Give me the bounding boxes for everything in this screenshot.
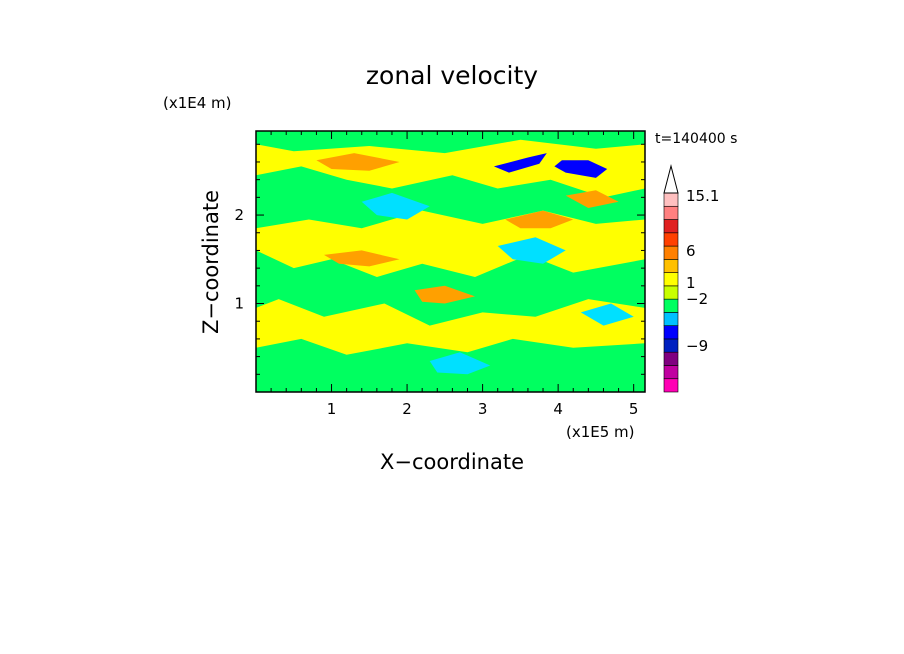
x-tick-label: 3 — [478, 400, 488, 418]
contour-layer — [256, 131, 645, 392]
colorbar-segment — [663, 192, 679, 207]
colorbar-labels: 15.1 6 1−2 −9 — [686, 187, 719, 355]
colorbar-segment — [663, 378, 679, 393]
x-tick-label: 5 — [629, 400, 639, 418]
contour-region-cyan — [580, 303, 634, 326]
y-unit-label: (x1E4 m) — [163, 94, 232, 112]
contour-region-blue — [554, 160, 608, 178]
x-axis-label: X−coordinate — [380, 450, 524, 474]
chart-title: zonal velocity — [366, 61, 538, 90]
plot-area — [255, 130, 646, 393]
contour-region-green — [256, 131, 645, 154]
colorbar-label: −2 — [686, 290, 708, 308]
colorbar-label: 6 — [686, 242, 696, 260]
contour-region-orange — [565, 190, 619, 208]
colorbar-segment — [663, 325, 679, 340]
y-tick-label: 2 — [234, 206, 244, 224]
colorbar-segment — [663, 232, 679, 247]
colorbar-segment — [663, 312, 679, 326]
y-tick-labels: 12 — [234, 206, 244, 312]
colorbar-segment — [663, 259, 679, 273]
contour-region-orange — [414, 285, 475, 304]
plot-frame — [255, 130, 646, 393]
contour-region-cyan — [497, 237, 566, 264]
colorbar-label: 15.1 — [686, 187, 719, 205]
colorbar-segment — [663, 272, 679, 287]
colorbar-extend-arrow — [663, 164, 679, 194]
contour-region-cyan — [361, 192, 430, 220]
contour-region-orange — [324, 250, 400, 267]
y-axis-label: Z−coordinate — [199, 190, 223, 334]
contour-region-orange — [316, 153, 400, 171]
colorbar-label: 1 — [686, 274, 696, 292]
tick-layer — [256, 131, 645, 392]
colorbar-segment — [663, 285, 679, 300]
contour-region-cyan — [429, 352, 491, 375]
colorbar-segment — [663, 298, 679, 313]
colorbar-segment — [663, 351, 679, 366]
x-tick-label: 1 — [327, 400, 337, 418]
x-tick-label: 4 — [553, 400, 563, 418]
colorbar-label: −9 — [686, 337, 708, 355]
contour-region-blue — [493, 153, 547, 173]
y-tick-label: 1 — [234, 295, 244, 313]
x-unit-label: (x1E5 m) — [566, 423, 635, 441]
colorbar-segment — [663, 245, 679, 260]
x-tick-labels: 1 2 3 4 5 — [327, 400, 639, 418]
x-tick-label: 2 — [402, 400, 412, 418]
colorbar-segment — [663, 338, 679, 353]
colorbar-segment — [663, 365, 679, 380]
colorbar — [663, 164, 679, 393]
colorbar-segment — [663, 205, 679, 220]
time-label: t=140400 s — [655, 131, 737, 147]
contour-region-green — [256, 166, 645, 229]
colorbar-segment — [663, 219, 679, 234]
contour-region-orange — [505, 210, 574, 229]
